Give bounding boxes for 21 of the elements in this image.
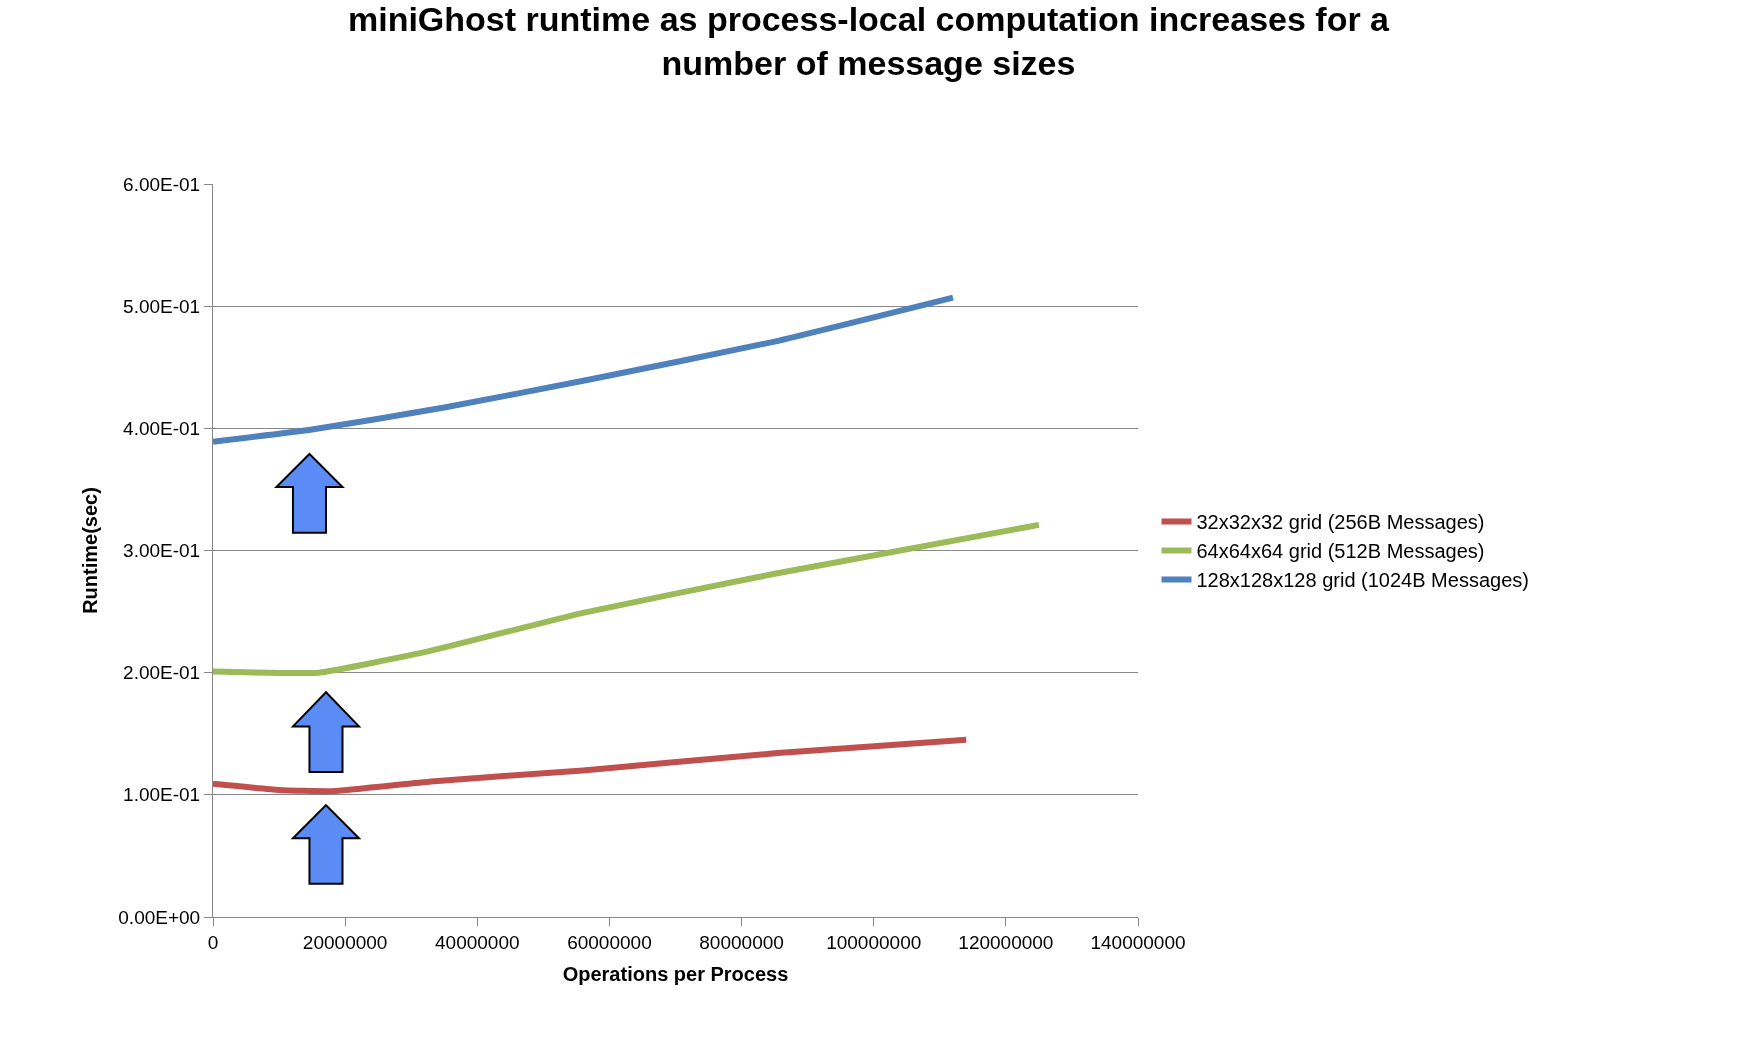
legend-label: 32x32x32 grid (256B Messages)	[1196, 511, 1485, 534]
x-tick-label: 0	[207, 931, 219, 953]
y-tick-label: 6.00E-01	[123, 173, 201, 195]
x-tick-label: 20000000	[302, 931, 388, 953]
x-tick-label: 40000000	[435, 931, 520, 953]
legend-label: 64x64x64 grid (512B Messages)	[1196, 540, 1485, 563]
y-tick-label: 5.00E-01	[123, 295, 201, 317]
x-tick-label: 60000000	[567, 931, 652, 953]
y-tick-label: 0.00E+00	[118, 906, 201, 928]
x-tick-label: 100000000	[826, 931, 922, 953]
legend-label: 128x128x128 grid (1024B Messages)	[1196, 569, 1529, 592]
y-tick-label: 2.00E-01	[123, 662, 201, 684]
x-axis-title: Operations per Process	[562, 963, 789, 986]
y-tick-label: 1.00E-01	[123, 784, 201, 806]
x-tick-label: 120000000	[958, 931, 1054, 953]
x-tick-label: 80000000	[699, 931, 784, 953]
y-axis-title: Runtime(sec)	[78, 487, 101, 614]
chart-title: miniGhost runtime as process-local computation increases for a number of message sizes	[347, 0, 1391, 83]
y-tick-label: 3.00E-01	[123, 540, 201, 562]
x-tick-label: 140000000	[1090, 931, 1186, 953]
y-tick-label: 4.00E-01	[123, 417, 201, 439]
